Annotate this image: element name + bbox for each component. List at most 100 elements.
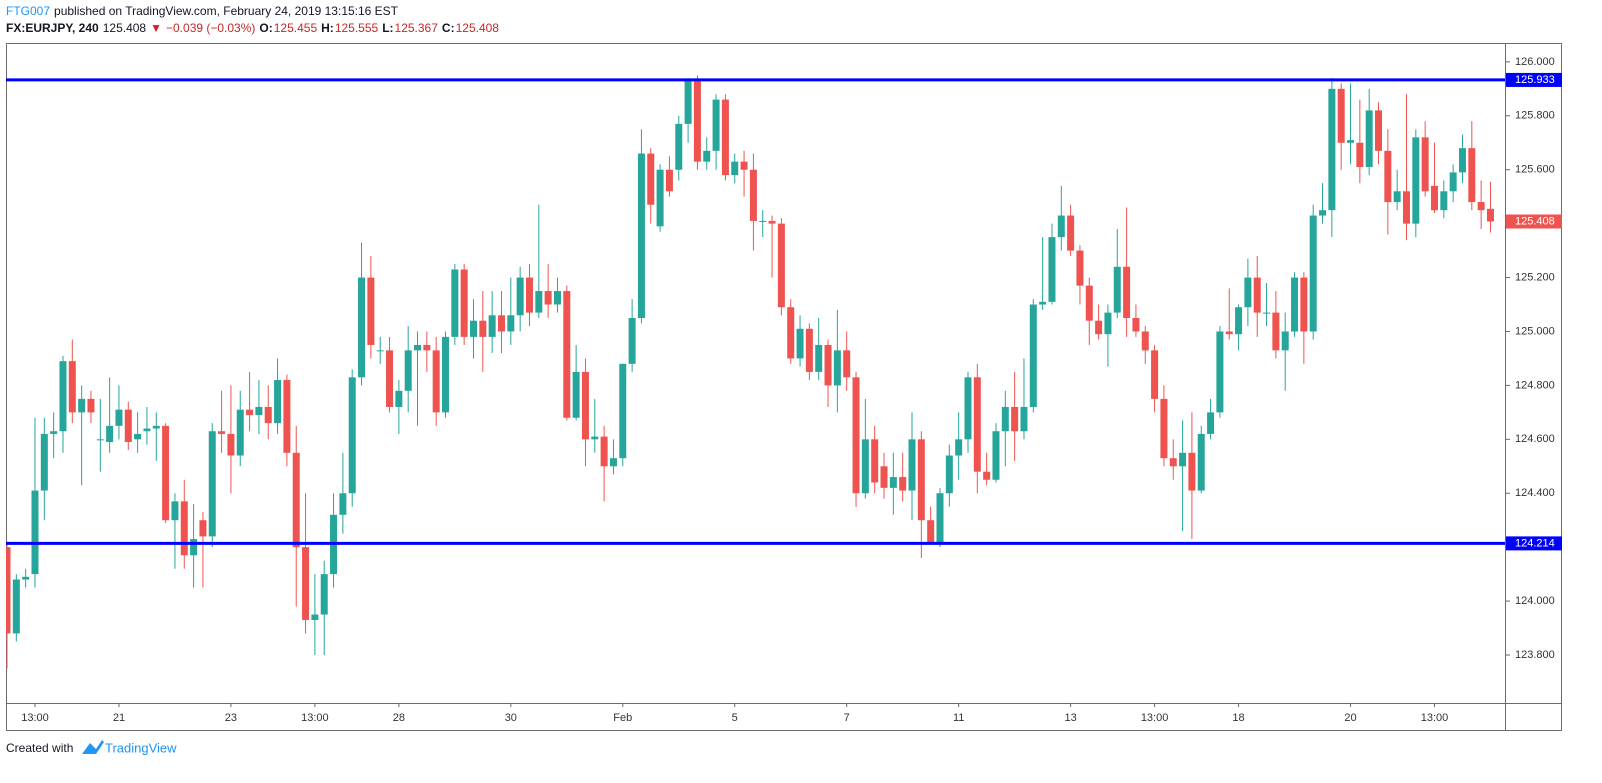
candle-body xyxy=(609,458,617,467)
candle-body xyxy=(880,466,888,488)
candle-body xyxy=(1347,140,1355,143)
candle-body xyxy=(1337,88,1345,143)
level-tag xyxy=(1506,536,1562,551)
x-tick-label: 28 xyxy=(393,712,405,724)
x-tick-label: 13:00 xyxy=(301,712,329,724)
candle-body xyxy=(619,363,627,459)
candle-body xyxy=(1263,312,1271,314)
candle-body xyxy=(525,277,533,313)
candle-body xyxy=(40,433,48,491)
y-tick-label: 123.800 xyxy=(1515,649,1555,661)
candle-body xyxy=(208,431,216,537)
x-tick-label: 5 xyxy=(732,712,738,724)
candle-body xyxy=(488,315,496,337)
candle-body xyxy=(115,409,123,426)
candle-body xyxy=(843,350,851,378)
candle-body xyxy=(1029,304,1037,407)
candle-body xyxy=(1272,312,1280,351)
candle-body xyxy=(1235,307,1243,335)
frame xyxy=(6,43,1562,731)
candle-body xyxy=(255,406,263,416)
candle-body xyxy=(218,431,226,434)
candle-body xyxy=(703,150,711,162)
candle-body xyxy=(339,493,347,515)
candle-body xyxy=(768,220,776,224)
x-tick-label: 13:00 xyxy=(1421,712,1449,724)
candle-body xyxy=(236,409,244,456)
open-value: 125.455 xyxy=(274,21,318,35)
candle-body xyxy=(311,614,319,620)
candle-body xyxy=(1356,142,1364,168)
y-tick-label: 126.000 xyxy=(1515,56,1555,68)
candle-body xyxy=(1020,406,1028,432)
low-value: 125.367 xyxy=(395,21,439,35)
candle-body xyxy=(731,161,739,176)
candle-body xyxy=(1253,277,1261,313)
candle-body xyxy=(479,320,487,337)
x-tick-label: 18 xyxy=(1232,712,1244,724)
candle-body xyxy=(1132,318,1140,332)
candle-body xyxy=(274,380,282,424)
candle-body xyxy=(1375,110,1383,151)
candle-body xyxy=(1430,185,1438,211)
y-tick-label: 125.200 xyxy=(1515,271,1555,283)
y-tick-label: 124.400 xyxy=(1515,487,1555,499)
y-tick-label: 125.000 xyxy=(1515,325,1555,337)
high-label: H: xyxy=(321,21,334,35)
candle-body xyxy=(1076,250,1084,286)
candle-body xyxy=(50,431,58,434)
candle-body xyxy=(777,223,785,308)
candle-body xyxy=(581,371,589,440)
candle-body xyxy=(320,574,328,615)
candle-body xyxy=(796,328,804,359)
candle-body xyxy=(414,344,422,351)
candle-body xyxy=(162,425,170,521)
candle-body xyxy=(805,328,813,372)
candle-body xyxy=(1085,285,1093,321)
high-value: 125.555 xyxy=(335,21,379,35)
candle-body xyxy=(749,169,757,221)
candle-body xyxy=(87,398,95,413)
candle-body xyxy=(31,490,39,575)
candle-body xyxy=(824,344,832,386)
close-value: 125.408 xyxy=(456,21,500,35)
candle-body xyxy=(927,520,935,545)
candle-body xyxy=(1486,208,1494,222)
footer-brand: TradingView xyxy=(105,740,177,755)
close-label: C: xyxy=(442,21,455,35)
y-tick-label: 124.000 xyxy=(1515,595,1555,607)
candle-body xyxy=(983,471,991,480)
plot-area xyxy=(6,75,1494,669)
logo xyxy=(82,740,104,754)
candle-body xyxy=(1197,433,1205,491)
candle-body xyxy=(815,344,823,372)
candle-body xyxy=(460,269,468,337)
candle-body xyxy=(572,371,580,418)
candle-body xyxy=(1104,312,1112,335)
candle-body xyxy=(395,390,403,407)
candle-body xyxy=(1449,172,1457,192)
candle-body xyxy=(283,380,291,453)
candle-body xyxy=(386,350,394,407)
candle-body xyxy=(936,493,944,545)
candle-body xyxy=(1458,148,1466,173)
candle-body xyxy=(591,436,599,440)
candle-body xyxy=(787,307,795,359)
candle-body xyxy=(432,350,440,413)
candle-body xyxy=(227,433,235,456)
candle-body xyxy=(348,377,356,494)
x-tick-label: 13 xyxy=(1064,712,1076,724)
candle-body xyxy=(143,428,151,432)
candle-body xyxy=(665,169,673,192)
candle-body xyxy=(423,344,431,351)
candle-body xyxy=(1151,350,1159,399)
candle-body xyxy=(1067,215,1075,251)
candle-body xyxy=(852,377,860,494)
published-note: published on TradingView.com, February 2… xyxy=(54,4,399,18)
candle-body xyxy=(1328,88,1336,211)
last-price: 125.408 xyxy=(103,21,147,35)
x-tick-label: 13:00 xyxy=(1141,712,1169,724)
candle-body xyxy=(675,123,683,170)
x-tick-label: 21 xyxy=(113,712,125,724)
